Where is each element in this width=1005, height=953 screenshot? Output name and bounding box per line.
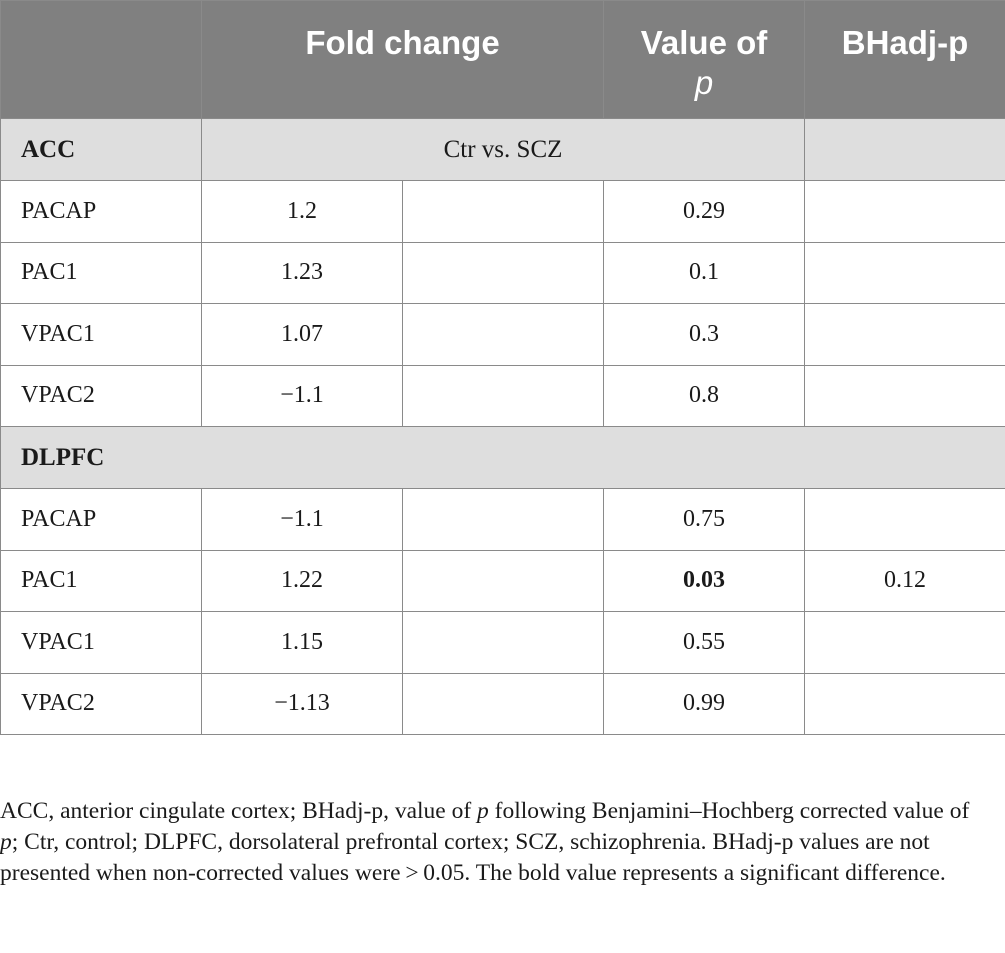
- header-fold-change: Fold change: [201, 0, 604, 119]
- section-label: DLPFC: [0, 426, 1005, 489]
- footnote-p-variable: p: [0, 829, 12, 855]
- header-value-of-p-text: Value of: [640, 24, 768, 61]
- footnote-text: ACC, anterior cingulate cortex; BHadj-p,…: [0, 798, 478, 824]
- header-p-variable: p: [694, 64, 714, 101]
- header-value-of-p: Value of p: [603, 0, 805, 119]
- row-label: PAC1: [0, 241, 202, 304]
- empty-cell: [402, 488, 604, 551]
- fold-change-cell: 1.22: [201, 549, 403, 612]
- table-row: VPAC1 1.15 0.55: [0, 611, 1005, 674]
- empty-cell: [402, 303, 604, 366]
- empty-cell: [402, 549, 604, 612]
- p-value-cell: 0.55: [603, 611, 805, 674]
- fold-change-cell: 1.15: [201, 611, 403, 674]
- row-label: PACAP: [0, 180, 202, 243]
- row-label: VPAC2: [0, 364, 202, 427]
- p-value-cell: 0.3: [603, 303, 805, 366]
- p-value-cell: 0.1: [603, 241, 805, 304]
- bhadj-cell: [804, 672, 1005, 735]
- bhadj-cell: [804, 364, 1005, 427]
- bhadj-cell: [804, 488, 1005, 551]
- fold-change-cell: −1.13: [201, 672, 403, 735]
- footnote-text: ; Ctr, control; DLPFC, dorsolateral pref…: [0, 829, 946, 886]
- header-empty-cell: [0, 0, 202, 119]
- bhadj-cell: 0.12: [804, 549, 1005, 612]
- table-row: PACAP −1.1 0.75: [0, 488, 1005, 551]
- section-comparison: Ctr vs. SCZ: [201, 118, 805, 181]
- empty-cell: [402, 364, 604, 427]
- row-label: PAC1: [0, 549, 202, 612]
- empty-cell: [402, 611, 604, 674]
- p-value-cell-significant: 0.03: [603, 549, 805, 612]
- empty-cell: [402, 180, 604, 243]
- table-row: PAC1 1.23 0.1: [0, 241, 1005, 304]
- p-value-cell: 0.29: [603, 180, 805, 243]
- fold-change-cell: −1.1: [201, 488, 403, 551]
- footnote-p-variable: p: [477, 798, 489, 824]
- row-label: VPAC1: [0, 611, 202, 674]
- p-value-cell: 0.75: [603, 488, 805, 551]
- bhadj-cell: [804, 611, 1005, 674]
- row-label: VPAC1: [0, 303, 202, 366]
- fold-change-cell: 1.23: [201, 241, 403, 304]
- row-label: VPAC2: [0, 672, 202, 735]
- footnote-text: following Benjamini–Hochberg corrected v…: [488, 798, 970, 824]
- bhadj-cell: [804, 180, 1005, 243]
- empty-cell: [402, 672, 604, 735]
- section-empty-cell: [804, 118, 1005, 181]
- section-label: ACC: [0, 118, 202, 181]
- bhadj-cell: [804, 303, 1005, 366]
- fold-change-cell: 1.2: [201, 180, 403, 243]
- table-row: VPAC2 −1.1 0.8: [0, 364, 1005, 427]
- fold-change-cell: 1.07: [201, 303, 403, 366]
- results-table: Fold change Value of p BHadj-p ACC Ctr v…: [0, 0, 1005, 735]
- p-value-cell: 0.99: [603, 672, 805, 735]
- section-row-acc: ACC Ctr vs. SCZ: [0, 118, 1005, 181]
- empty-cell: [402, 241, 604, 304]
- row-label: PACAP: [0, 488, 202, 551]
- fold-change-cell: −1.1: [201, 364, 403, 427]
- bhadj-cell: [804, 241, 1005, 304]
- table-row: VPAC2 −1.13 0.99: [0, 672, 1005, 735]
- header-bhadj-p: BHadj-p: [804, 0, 1005, 119]
- section-row-dlpfc: DLPFC: [0, 426, 1005, 489]
- table-row: PACAP 1.2 0.29: [0, 180, 1005, 243]
- header-row: Fold change Value of p BHadj-p: [0, 0, 1005, 119]
- table-footnote: ACC, anterior cingulate cortex; BHadj-p,…: [0, 796, 990, 889]
- table-row: PAC1 1.22 0.03 0.12: [0, 549, 1005, 612]
- p-value-cell: 0.8: [603, 364, 805, 427]
- table-row: VPAC1 1.07 0.3: [0, 303, 1005, 366]
